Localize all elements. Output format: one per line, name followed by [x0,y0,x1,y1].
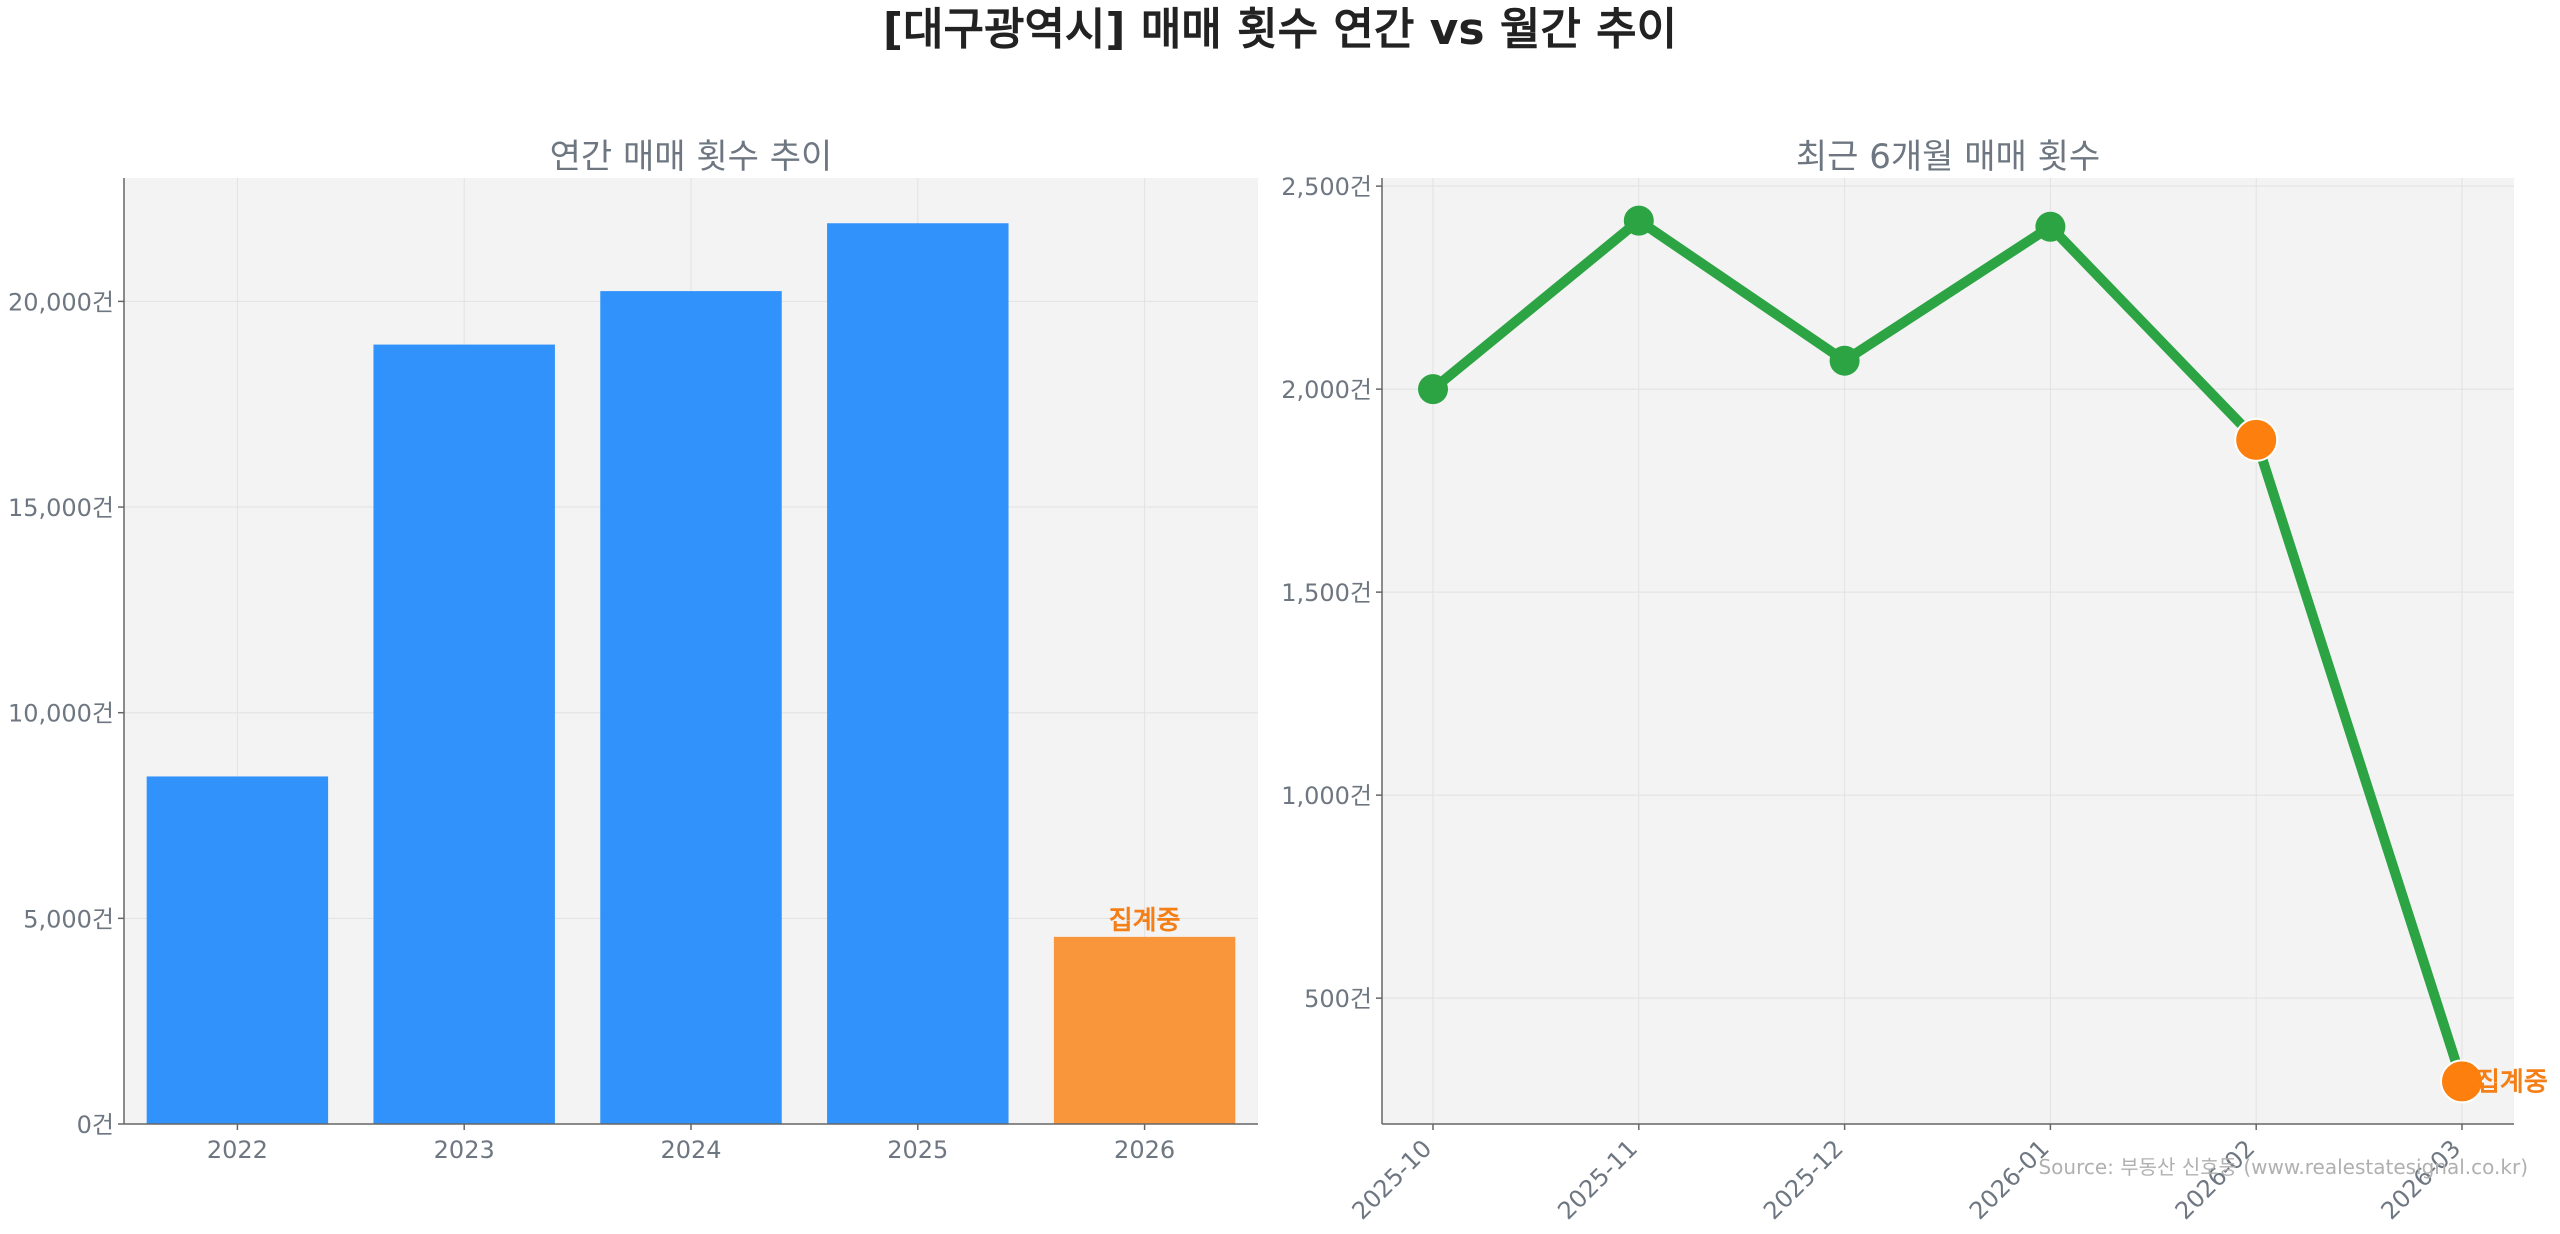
data-point [2440,1059,2484,1104]
chart-title: 연간 매매 횟수 추이 [550,137,833,177]
y-tick-label: 20,000건 [8,288,114,316]
bar [146,776,329,1124]
data-point [1623,205,1654,236]
y-tick-label: 2,500건 [1281,173,1372,201]
data-point [1829,345,1860,376]
plot-area [1382,178,2514,1124]
data-label-pending: 집계중 [1109,906,1181,936]
x-tick-label: 2023 [434,1136,495,1164]
y-tick-label: 500건 [1304,985,1372,1013]
x-tick-label: 2025-11 [1552,1134,1643,1225]
bar [600,291,782,1124]
data-label-pending: 집계중 [2476,1067,2548,1097]
x-tick-label: 2024 [660,1136,721,1164]
y-tick-label: 1,500건 [1281,579,1372,607]
y-tick-label: 10,000건 [8,700,114,728]
y-tick-label: 0건 [77,1111,114,1139]
bar [1053,936,1236,1124]
x-tick-label: 2026-03 [2376,1134,2467,1225]
figure-title: [대구광역시] 매매 횟수 연간 vs 월간 추이 [882,4,1678,55]
line-chart-monthly: 최근 6개월 매매 횟수 500건 1,000건 1,500건 2,000건 2,500건… [1281,137,2548,1225]
data-point [2035,211,2066,242]
y-tick-label: 15,000건 [8,494,114,522]
data-point [1418,374,1448,405]
x-tick-label: 2026 [1114,1136,1175,1164]
y-tick-label: 2,000건 [1281,376,1372,404]
y-tick-label: 5,000건 [23,905,114,933]
x-tick-label: 2025-12 [1758,1134,1849,1225]
x-tick-label: 2025 [887,1136,948,1164]
series-line [1428,215,2467,1087]
x-tick-label: 2026-02 [2170,1134,2261,1225]
bar-chart-annual: 연간 매매 횟수 추이 0건 5,000건 10,000건 15,000건 20,000건… [8,137,1258,1164]
chart-title: 최근 6개월 매매 횟수 [1796,137,2100,177]
data-point [2234,417,2279,462]
x-tick-label: 2026-01 [1964,1134,2055,1225]
bar [827,223,1009,1125]
x-tick-label: 2022 [207,1136,268,1164]
source-note: Source: 부동산 신호등 (www.realestatesignal.co… [2038,1155,2528,1179]
bar [373,344,555,1124]
y-tick-label: 1,000건 [1281,782,1372,810]
x-tick-label: 2025-10 [1347,1134,1438,1225]
